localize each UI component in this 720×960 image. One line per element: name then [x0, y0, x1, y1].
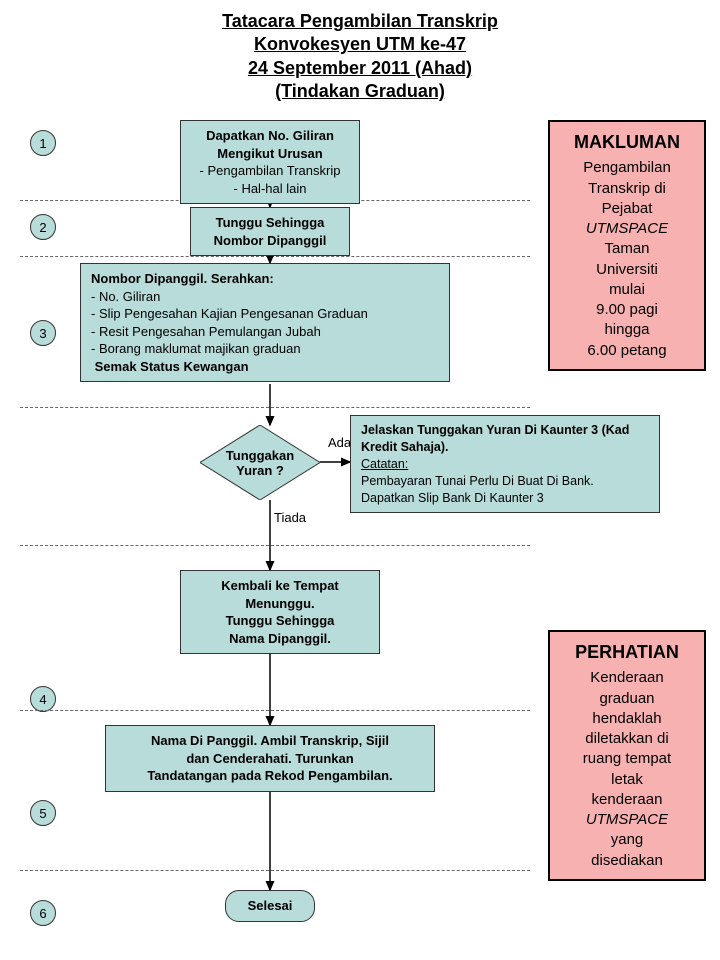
b5-3: Nama Dipanggil.: [229, 631, 331, 646]
kaunter-box: Jelaskan Tunggakan Yuran Di Kaunter 3 (K…: [350, 415, 660, 513]
title-line-1: Tatacara Pengambilan Transkrip: [222, 11, 498, 31]
step2-box: Tunggu Sehingga Nombor Dipanggil: [190, 207, 350, 256]
step5-box: Nama Di Panggil. Ambil Transkrip, Sijil …: [105, 725, 435, 792]
b2-bold-0: Tunggu Sehingga: [216, 215, 325, 230]
end-box: Selesai: [225, 890, 315, 922]
b3-item-3: - Borang maklumat majikan graduan: [91, 341, 301, 356]
b5-1: Menunggu.: [245, 596, 314, 611]
b4-catatan-1: Dapatkan Slip Bank Di Kaunter 3: [361, 491, 544, 505]
b1-plain-0: - Pengambilan Transkrip: [200, 163, 341, 178]
diamond-line-0: Tunggakan: [226, 448, 294, 463]
b1-bold-1: Mengikut Urusan: [217, 146, 322, 161]
page-title: Tatacara Pengambilan Transkrip Konvokesy…: [0, 0, 720, 104]
step-circle-1: 1: [30, 130, 56, 156]
b4-catatan-0: Pembayaran Tunai Perlu Di Buat Di Bank.: [361, 474, 594, 488]
notice-perhatian: PERHATIAN Kenderaangraduanhendaklahdilet…: [548, 630, 706, 881]
step3-box: Nombor Dipanggil. Serahkan: - No. Gilira…: [80, 263, 450, 382]
b3-item-2: - Resit Pengesahan Pemulangan Jubah: [91, 324, 321, 339]
b1-plain-1: - Hal-hal lain: [234, 181, 307, 196]
n1-title: MAKLUMAN: [560, 130, 694, 154]
b6-0: Nama Di Panggil. Ambil Transkrip, Sijil: [151, 733, 389, 748]
title-line-2: Konvokesyen UTM ke-47: [254, 34, 466, 54]
decision-diamond: Tunggakan Yuran ?: [200, 425, 320, 500]
divider-2: [20, 407, 530, 408]
edge-label-ada: Ada: [328, 435, 351, 450]
title-line-3: 24 September 2011 (Ahad): [248, 58, 472, 78]
diamond-line-1: Yuran ?: [236, 463, 284, 478]
edge-label-tiada: Tiada: [274, 510, 306, 525]
step-circle-6: 6: [30, 900, 56, 926]
step1-box: Dapatkan No. Giliran Mengikut Urusan - P…: [180, 120, 360, 204]
n2-title: PERHATIAN: [560, 640, 694, 664]
b6-1: dan Cenderahati. Turunkan: [186, 751, 353, 766]
notice-makluman: MAKLUMAN PengambilanTranskrip diPejabatU…: [548, 120, 706, 371]
divider-5: [20, 870, 530, 871]
b1-bold-0: Dapatkan No. Giliran: [206, 128, 334, 143]
b5-0: Kembali ke Tempat: [221, 578, 339, 593]
b6-2: Tandatangan pada Rekod Pengambilan.: [147, 768, 392, 783]
divider-4: [20, 710, 530, 711]
divider-3: [20, 545, 530, 546]
b3-item-1: - Slip Pengesahan Kajian Pengesanan Grad…: [91, 306, 368, 321]
b4-catatan-label: Catatan:: [361, 457, 408, 471]
n2-body: Kenderaangraduanhendaklahdiletakkan diru…: [560, 668, 694, 871]
step4-box: Kembali ke Tempat Menunggu. Tunggu Sehin…: [180, 570, 380, 654]
step-circle-3: 3: [30, 320, 56, 346]
b3-header: Nombor Dipanggil. Serahkan:: [91, 271, 274, 286]
b4-header: Jelaskan Tunggakan Yuran Di Kaunter 3 (K…: [361, 423, 629, 454]
step-circle-5: 5: [30, 800, 56, 826]
title-line-4: (Tindakan Graduan): [275, 81, 445, 101]
step-circle-2: 2: [30, 214, 56, 240]
divider-1: [20, 256, 530, 257]
b2-bold-1: Nombor Dipanggil: [214, 233, 327, 248]
b7-0: Selesai: [248, 898, 293, 913]
b3-footer: Semak Status Kewangan: [95, 359, 249, 374]
b5-2: Tunggu Sehingga: [226, 613, 335, 628]
step-circle-4: 4: [30, 686, 56, 712]
n1-body: PengambilanTranskrip diPejabatUTMSPACETa…: [560, 158, 694, 361]
b3-item-0: - No. Giliran: [91, 289, 160, 304]
